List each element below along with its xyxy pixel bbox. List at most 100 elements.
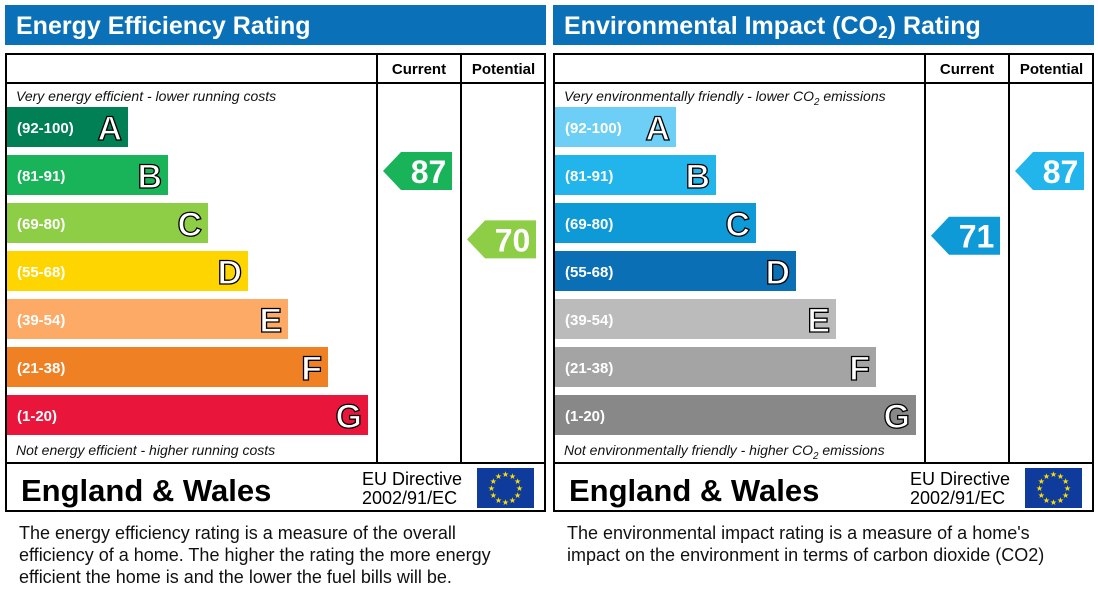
band-d: (55-68) D <box>555 251 796 293</box>
band-e: (39-54) E <box>7 299 288 341</box>
star-icon: ★ <box>1043 472 1050 481</box>
band-letter: C <box>177 206 202 244</box>
region-label: England & Wales <box>569 473 819 508</box>
band-letter: B <box>137 158 162 196</box>
band-g: (1-20) G <box>555 395 916 437</box>
rating-value: 71 <box>959 219 995 255</box>
band-d: (55-68) D <box>7 251 248 293</box>
star-icon: ★ <box>1038 477 1045 486</box>
band-bar <box>555 107 676 147</box>
band-bar <box>7 251 248 291</box>
band-bar <box>555 251 796 291</box>
star-icon: ★ <box>1062 491 1069 500</box>
band-letter: G <box>336 398 362 436</box>
star-icon: ★ <box>490 477 497 486</box>
title-bar <box>553 5 1094 45</box>
rating-value: 70 <box>495 222 531 258</box>
region-label: England & Wales <box>21 473 271 508</box>
panel-title: Environmental Impact (CO2) Rating <box>564 12 981 42</box>
star-icon: ★ <box>514 477 521 486</box>
band-bar <box>7 347 328 387</box>
current-rating: 71 <box>931 216 1000 255</box>
band-e: (39-54) E <box>555 299 836 341</box>
band-bar <box>555 395 916 435</box>
bottom-note: Not environmentally friendly - higher CO… <box>564 442 885 462</box>
table-border <box>553 53 1094 512</box>
environmental-impact-panel: Environmental Impact (CO2) Rating Current… <box>553 5 1094 565</box>
band-letter: A <box>97 110 122 148</box>
band-bar <box>7 107 128 147</box>
band-f: (21-38) F <box>555 347 876 389</box>
band-g: (1-20) G <box>7 395 368 437</box>
band-range: (92-100) <box>565 120 622 137</box>
bottom-note: Not energy efficient - higher running co… <box>16 442 275 458</box>
star-icon: ★ <box>1057 496 1064 505</box>
band-f: (21-38) F <box>7 347 328 389</box>
current-rating: 87 <box>383 152 452 190</box>
band-range: (1-20) <box>565 408 605 425</box>
star-icon: ★ <box>1036 484 1043 493</box>
band-letter: E <box>259 302 282 340</box>
energy-efficiency-panel: Energy Efficiency Rating Current Potential… <box>5 5 546 587</box>
star-icon: ★ <box>488 484 495 493</box>
star-icon: ★ <box>502 498 509 507</box>
star-icon: ★ <box>509 496 516 505</box>
star-icon: ★ <box>1038 491 1045 500</box>
rating-arrow <box>1015 152 1084 190</box>
description-line: efficiency of a home. The higher the rat… <box>19 545 491 565</box>
band-range: (55-68) <box>17 264 65 281</box>
band-letter: D <box>217 254 242 292</box>
band-range: (39-54) <box>17 312 65 329</box>
panel-title: Energy Efficiency Rating <box>16 12 311 40</box>
column-header-current: Current <box>940 61 994 78</box>
star-icon: ★ <box>516 484 523 493</box>
band-range: (81-91) <box>565 168 613 185</box>
title-bar <box>5 5 546 45</box>
description-line: impact on the environment in terms of ca… <box>567 545 1044 565</box>
star-icon: ★ <box>1050 470 1057 479</box>
band-range: (21-38) <box>17 360 65 377</box>
potential-rating: 70 <box>467 220 536 259</box>
rating-arrow <box>467 220 536 259</box>
band-bar <box>555 203 756 243</box>
star-icon: ★ <box>514 491 521 500</box>
star-icon: ★ <box>495 496 502 505</box>
star-icon: ★ <box>1064 484 1071 493</box>
top-note: Very environmentally friendly - lower CO… <box>564 88 886 108</box>
rating-value: 87 <box>1043 154 1079 190</box>
star-icon: ★ <box>1062 477 1069 486</box>
band-letter: C <box>725 206 750 244</box>
column-header-current: Current <box>392 61 446 78</box>
star-icon: ★ <box>502 470 509 479</box>
band-a: (92-100) A <box>7 107 128 149</box>
rating-arrow <box>383 152 452 190</box>
band-range: (92-100) <box>17 120 74 137</box>
band-range: (81-91) <box>17 168 65 185</box>
band-letter: D <box>765 254 790 292</box>
band-range: (55-68) <box>565 264 613 281</box>
eu-flag-icon: ★ ★★★★★★★★★★★ <box>477 468 534 508</box>
rating-value: 87 <box>411 154 447 190</box>
band-bar <box>555 347 876 387</box>
star-icon: ★ <box>490 491 497 500</box>
band-letter: A <box>645 110 670 148</box>
star-icon: ★ <box>1057 472 1064 481</box>
rating-arrow <box>931 216 1000 255</box>
band-b: (81-91) B <box>555 155 716 197</box>
band-bar <box>7 299 288 339</box>
description-line: The environmental impact rating is a mea… <box>567 523 1030 543</box>
band-letter: E <box>807 302 830 340</box>
eu-flag-icon: ★ ★★★★★★★★★★★ <box>1025 468 1082 508</box>
directive-line2: 2002/91/EC <box>362 488 457 508</box>
band-bar <box>7 395 368 435</box>
band-range: (1-20) <box>17 408 57 425</box>
band-bar <box>7 155 168 195</box>
band-bar <box>555 155 716 195</box>
directive-line1: EU Directive <box>910 469 1010 489</box>
band-a: (92-100) A <box>555 107 676 149</box>
star-icon: ★ <box>1043 496 1050 505</box>
band-c: (69-80) C <box>555 203 756 245</box>
band-letter: G <box>884 398 910 436</box>
band-b: (81-91) B <box>7 155 168 197</box>
description-line: efficient the home is and the lower the … <box>19 567 452 587</box>
